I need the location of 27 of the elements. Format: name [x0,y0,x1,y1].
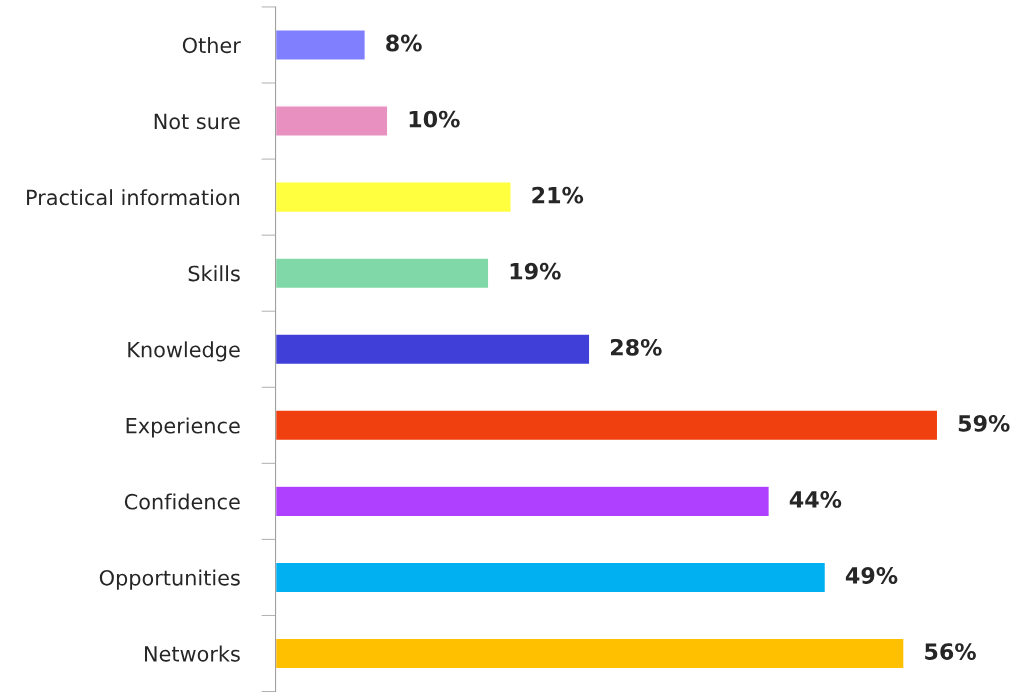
data-label: 10% [409,110,460,128]
bar [275,485,771,518]
bar [275,409,939,442]
data-label: 28% [610,338,662,356]
bar [275,105,389,137]
y-tick-label: Not sure [154,113,240,130]
data-label: 21% [532,186,584,204]
y-tick-label: Confidence [124,493,240,510]
y-tick-label: Experience [126,417,240,438]
y-tick-label: Opportunities [99,569,240,590]
data-label: 8% [386,34,422,52]
y-tick-label: Practical information [27,189,240,206]
data-label: 19% [510,262,561,280]
bar [275,181,512,214]
data-label: 49% [845,567,898,584]
y-tick-label: Networks [145,645,240,662]
y-tick-label: Knowledge [128,341,240,362]
bar [275,29,367,61]
data-label: 59% [958,414,1010,432]
y-tick-label: Skills [188,265,240,282]
bar [275,561,827,594]
bar [275,257,490,290]
data-label: 44% [789,491,842,508]
data-label: 56% [925,643,976,660]
bar [275,637,905,670]
bar [275,333,591,366]
y-tick-label: Other [182,37,241,54]
